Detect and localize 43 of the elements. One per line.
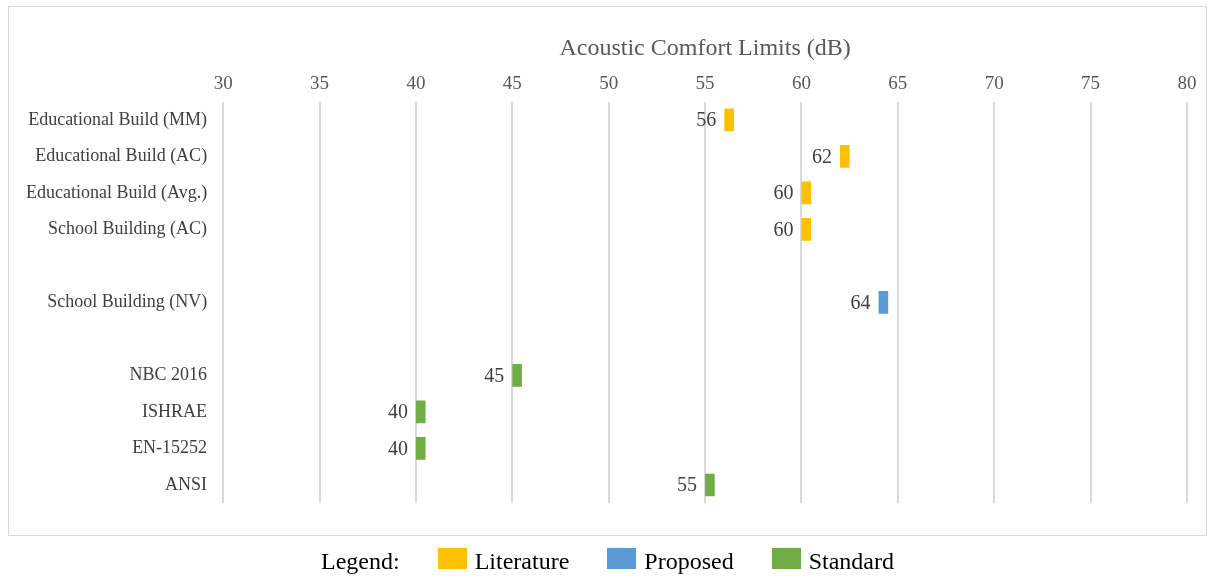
legend-label: Standard bbox=[808, 548, 894, 575]
data-label: 56 bbox=[696, 108, 717, 131]
bar bbox=[840, 145, 850, 168]
y-tick-label: Educational Build (AC) bbox=[35, 145, 208, 167]
bar bbox=[415, 437, 426, 460]
bar bbox=[801, 218, 812, 241]
y-tick-label: EN-15252 bbox=[132, 437, 208, 458]
bar bbox=[705, 473, 715, 497]
y-tick-label: School Building (NV) bbox=[47, 291, 208, 313]
y-tick-label: ANSI bbox=[165, 473, 208, 494]
x-tick-label: 40 bbox=[406, 72, 426, 94]
x-tick-label: 60 bbox=[791, 72, 811, 94]
y-tick-label: School Building (AC) bbox=[48, 218, 208, 240]
y-tick-label: ISHRAE bbox=[142, 400, 208, 421]
x-tick-label: 65 bbox=[888, 72, 908, 94]
bar bbox=[724, 108, 734, 132]
x-tick-label: 30 bbox=[213, 72, 233, 94]
bar bbox=[801, 181, 812, 205]
data-label: 62 bbox=[812, 144, 833, 167]
data-label: 60 bbox=[773, 181, 794, 204]
y-tick-label: Educational Build (Avg.) bbox=[26, 181, 208, 203]
data-label: 45 bbox=[484, 363, 505, 386]
x-tick-label: 50 bbox=[599, 72, 619, 94]
bar bbox=[415, 400, 426, 424]
bar bbox=[878, 291, 889, 314]
data-label: 40 bbox=[387, 436, 408, 459]
data-label: 60 bbox=[773, 217, 794, 240]
x-tick-label: 80 bbox=[1177, 72, 1197, 94]
data-label: 64 bbox=[850, 290, 871, 313]
x-tick-label: 35 bbox=[310, 72, 330, 94]
x-tick-label: 55 bbox=[695, 72, 715, 94]
legend-label: Literature bbox=[474, 548, 570, 575]
x-tick-label: 45 bbox=[502, 72, 522, 94]
data-label: 55 bbox=[677, 473, 698, 496]
x-axis-title: Acoustic Comfort Limits (dB) bbox=[559, 33, 851, 60]
bar bbox=[512, 364, 522, 387]
y-tick-label: Educational Build (MM) bbox=[28, 108, 208, 130]
x-tick-label: 70 bbox=[984, 72, 1004, 94]
x-tick-label: 75 bbox=[1081, 72, 1101, 94]
y-tick-label: NBC 2016 bbox=[129, 364, 208, 385]
legend-label: Proposed bbox=[644, 548, 734, 575]
legend-title: Legend: bbox=[321, 548, 400, 575]
data-label: 40 bbox=[387, 400, 408, 423]
